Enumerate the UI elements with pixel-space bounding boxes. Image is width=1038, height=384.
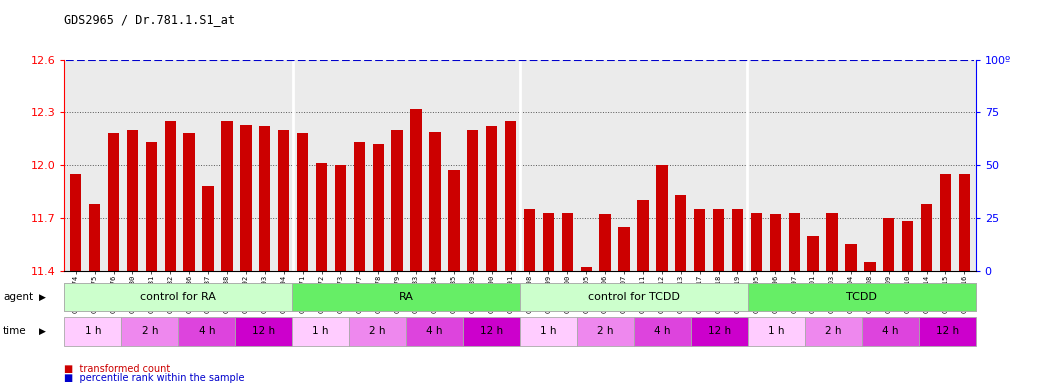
Bar xyxy=(865,262,875,271)
Bar xyxy=(562,213,573,271)
Text: 4 h: 4 h xyxy=(654,326,671,336)
Bar xyxy=(165,121,175,271)
Bar xyxy=(694,209,706,271)
Text: control for RA: control for RA xyxy=(140,292,216,302)
Bar xyxy=(634,317,691,346)
Bar xyxy=(70,174,81,271)
Text: ■  transformed count: ■ transformed count xyxy=(64,364,170,374)
Bar xyxy=(789,213,800,271)
Bar xyxy=(826,213,838,271)
Bar xyxy=(410,109,421,271)
Bar xyxy=(292,283,520,311)
Bar xyxy=(184,133,195,271)
Bar xyxy=(939,174,951,271)
Bar xyxy=(349,317,406,346)
Text: 1 h: 1 h xyxy=(768,326,785,336)
Bar xyxy=(713,209,725,271)
Text: 1 h: 1 h xyxy=(312,326,329,336)
Bar xyxy=(297,133,308,271)
Bar xyxy=(919,317,976,346)
Text: 4 h: 4 h xyxy=(427,326,443,336)
Bar xyxy=(430,132,440,271)
Bar xyxy=(236,317,292,346)
Bar xyxy=(240,125,251,271)
Bar xyxy=(520,283,747,311)
Bar xyxy=(89,204,101,271)
Bar xyxy=(808,235,819,271)
Bar xyxy=(804,317,862,346)
Text: TCDD: TCDD xyxy=(846,292,877,302)
Text: control for TCDD: control for TCDD xyxy=(588,292,680,302)
Bar xyxy=(64,283,292,311)
Text: ■  percentile rank within the sample: ■ percentile rank within the sample xyxy=(64,373,245,383)
Text: 12 h: 12 h xyxy=(252,326,275,336)
Text: RA: RA xyxy=(399,292,413,302)
Text: agent: agent xyxy=(3,292,33,302)
Bar xyxy=(543,213,554,271)
Bar xyxy=(862,317,919,346)
Bar xyxy=(179,317,236,346)
Text: 4 h: 4 h xyxy=(198,326,215,336)
Bar xyxy=(260,126,271,271)
Bar xyxy=(747,283,976,311)
Text: ▶: ▶ xyxy=(39,293,47,302)
Bar xyxy=(373,144,384,271)
Text: 2 h: 2 h xyxy=(370,326,386,336)
Text: 4 h: 4 h xyxy=(882,326,899,336)
Bar xyxy=(221,121,233,271)
Bar xyxy=(108,133,119,271)
Bar xyxy=(902,222,913,271)
Bar xyxy=(202,186,214,271)
Text: 1 h: 1 h xyxy=(540,326,556,336)
Text: 1 h: 1 h xyxy=(84,326,101,336)
Bar xyxy=(959,174,971,271)
Text: 12 h: 12 h xyxy=(935,326,959,336)
Bar xyxy=(316,163,327,271)
Text: 2 h: 2 h xyxy=(141,326,158,336)
Text: 2 h: 2 h xyxy=(825,326,842,336)
Bar xyxy=(278,130,290,271)
Bar xyxy=(467,130,479,271)
Text: time: time xyxy=(3,326,27,336)
Bar xyxy=(921,204,932,271)
Text: 12 h: 12 h xyxy=(480,326,503,336)
Bar xyxy=(504,121,516,271)
Bar xyxy=(883,218,895,271)
Bar xyxy=(675,195,686,271)
Bar xyxy=(121,317,179,346)
Bar xyxy=(656,165,667,271)
Text: ▶: ▶ xyxy=(39,327,47,336)
Bar xyxy=(448,170,460,271)
Bar xyxy=(619,227,630,271)
Bar xyxy=(292,317,349,346)
Bar xyxy=(600,214,610,271)
Bar xyxy=(637,200,649,271)
Bar xyxy=(577,317,634,346)
Bar xyxy=(691,317,747,346)
Bar xyxy=(334,165,346,271)
Bar xyxy=(486,126,497,271)
Text: GDS2965 / Dr.781.1.S1_at: GDS2965 / Dr.781.1.S1_at xyxy=(64,13,236,26)
Bar xyxy=(463,317,520,346)
Text: 12 h: 12 h xyxy=(708,326,731,336)
Bar xyxy=(732,209,743,271)
Bar xyxy=(769,214,781,271)
Bar xyxy=(64,317,121,346)
Bar xyxy=(747,317,804,346)
Bar xyxy=(354,142,365,271)
Bar xyxy=(750,213,762,271)
Bar xyxy=(524,209,536,271)
Bar xyxy=(127,130,138,271)
Text: 2 h: 2 h xyxy=(597,326,613,336)
Bar xyxy=(845,244,856,271)
Bar xyxy=(406,317,463,346)
Bar xyxy=(145,142,157,271)
Bar xyxy=(580,267,592,271)
Bar xyxy=(520,317,577,346)
Bar xyxy=(391,130,403,271)
